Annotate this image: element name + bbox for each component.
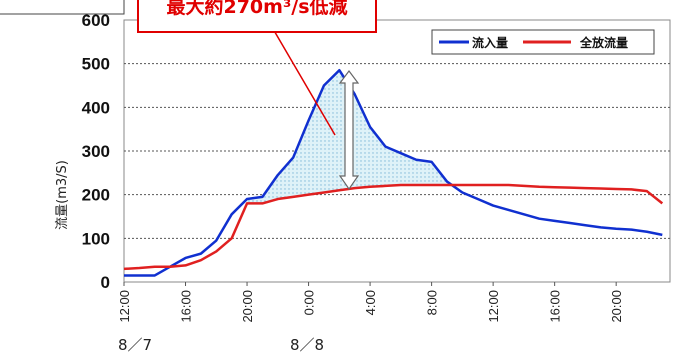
legend: 流入量 全放流量 — [431, 29, 655, 55]
x-tick-label: 20:00 — [609, 290, 624, 323]
series-line-outflow — [123, 183, 664, 271]
y-axis-ticks: 0 100 200 300 400 500 600 — [82, 11, 110, 292]
x-tick-label: 4:00 — [363, 290, 378, 315]
y-tick-label: 500 — [82, 55, 110, 74]
date-label-2: 8／8 — [290, 336, 324, 354]
x-axis-ticks: 12:00 16:00 20:00 0:00 4:00 8:00 12:00 16:00 20:… — [117, 282, 624, 323]
callout-text: 最大約270m³/s低減 — [166, 0, 347, 18]
y-tick-label: 400 — [82, 98, 110, 117]
x-tick-label: 16:00 — [179, 290, 194, 323]
callout: 最大約270m³/s低減 — [137, 0, 377, 136]
callout-box — [137, 0, 377, 33]
x-tick-label: 8:00 — [425, 290, 440, 315]
series-line-inflow — [124, 68, 663, 277]
y-tick-label: 100 — [82, 229, 110, 248]
y-axis-label: 流量(m3/S) — [55, 160, 70, 230]
x-tick-label: 16:00 — [548, 290, 563, 323]
x-tick-label: 0:00 — [302, 290, 317, 315]
series-lines — [123, 68, 664, 277]
y-tick-label: 200 — [82, 186, 110, 205]
top-left-frame — [0, 0, 125, 15]
reduction-arrow — [338, 70, 360, 191]
x-tick-label: 12:00 — [117, 290, 132, 323]
date-label-1: 8／7 — [118, 336, 152, 354]
legend-label-inflow: 流入量 — [472, 35, 508, 50]
x-tick-label: 12:00 — [486, 290, 501, 323]
y-tick-label: 0 — [101, 273, 110, 292]
y-tick-label: 600 — [82, 11, 110, 30]
legend-label-outflow: 全放流量 — [579, 35, 628, 50]
x-tick-label: 20:00 — [240, 290, 255, 323]
y-tick-label: 300 — [82, 142, 110, 161]
